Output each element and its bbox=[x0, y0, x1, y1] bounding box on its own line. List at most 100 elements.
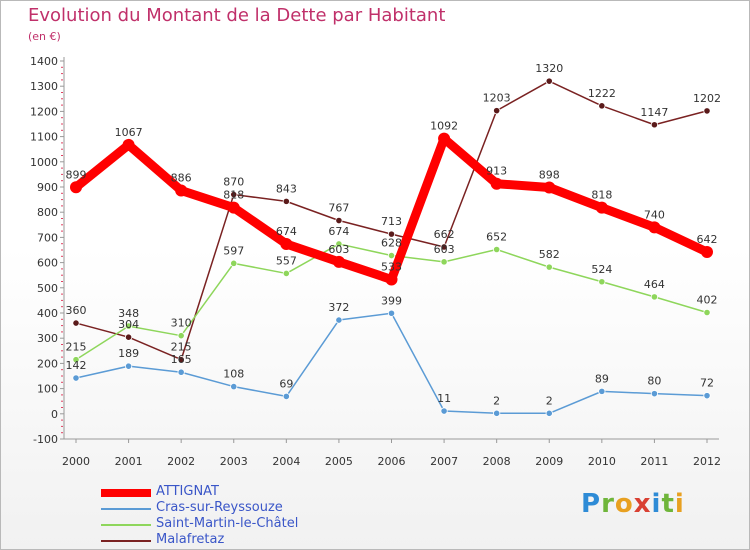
data-label: 399 bbox=[381, 294, 402, 307]
x-tick-label: 2000 bbox=[62, 455, 90, 468]
x-tick-label: 2012 bbox=[693, 455, 721, 468]
data-point bbox=[124, 362, 133, 370]
data-point bbox=[650, 121, 659, 129]
data-label: 818 bbox=[591, 189, 612, 202]
data-label: 674 bbox=[328, 225, 349, 238]
data-label: 11 bbox=[437, 392, 451, 405]
x-tick-label: 2001 bbox=[115, 455, 143, 468]
y-tick-label: 1200 bbox=[30, 105, 58, 118]
data-label: 1320 bbox=[535, 62, 563, 75]
data-label: 642 bbox=[697, 233, 718, 246]
y-tick-label: 400 bbox=[37, 307, 58, 320]
data-point bbox=[703, 107, 711, 115]
data-point bbox=[598, 278, 606, 286]
data-label: 69 bbox=[279, 377, 293, 390]
legend-swatch bbox=[101, 489, 151, 497]
data-point bbox=[648, 221, 661, 234]
data-point bbox=[177, 356, 185, 364]
x-tick-label: 2003 bbox=[220, 455, 248, 468]
data-label: 89 bbox=[595, 372, 609, 385]
data-point bbox=[490, 177, 503, 190]
data-point bbox=[230, 382, 238, 391]
data-label: 1147 bbox=[640, 106, 668, 119]
data-point bbox=[545, 409, 553, 417]
data-label: 304 bbox=[118, 318, 139, 331]
data-label: 1092 bbox=[430, 120, 458, 133]
y-tick-label: 600 bbox=[37, 257, 58, 270]
data-point bbox=[650, 293, 659, 301]
data-label: 2 bbox=[493, 394, 500, 407]
data-point bbox=[493, 245, 501, 254]
data-label: 713 bbox=[381, 215, 402, 228]
data-label: 899 bbox=[66, 168, 87, 181]
data-point bbox=[335, 316, 343, 324]
legend-swatch bbox=[101, 524, 151, 526]
data-point bbox=[387, 230, 396, 238]
data-point bbox=[545, 77, 553, 85]
data-point bbox=[650, 390, 659, 398]
data-point bbox=[282, 269, 290, 278]
y-tick-label: 500 bbox=[37, 282, 58, 295]
data-label: 524 bbox=[591, 263, 612, 276]
data-label: 142 bbox=[66, 359, 87, 372]
data-label: 886 bbox=[171, 172, 192, 185]
data-point bbox=[493, 409, 501, 417]
data-label: 582 bbox=[539, 248, 560, 261]
legend-swatch bbox=[101, 508, 151, 510]
data-point bbox=[124, 322, 133, 330]
data-label: 80 bbox=[647, 375, 661, 388]
legend-label: Cras-sur-Reyssouze bbox=[156, 500, 283, 515]
y-tick-label: 1100 bbox=[30, 131, 58, 144]
data-point bbox=[703, 308, 711, 317]
data-point bbox=[282, 392, 290, 401]
data-point bbox=[598, 387, 606, 395]
data-label: 740 bbox=[644, 208, 665, 221]
data-point bbox=[335, 216, 343, 225]
chart-unit-label: (en €) bbox=[28, 30, 61, 43]
x-tick-label: 2011 bbox=[640, 455, 668, 468]
data-point bbox=[385, 273, 398, 286]
data-label: 402 bbox=[697, 293, 718, 306]
data-label: 108 bbox=[223, 368, 244, 381]
data-point bbox=[387, 251, 396, 260]
data-label: 843 bbox=[276, 182, 297, 195]
data-point bbox=[282, 197, 290, 205]
data-label: 348 bbox=[118, 307, 139, 320]
data-point bbox=[701, 246, 713, 259]
data-label: 215 bbox=[66, 341, 87, 354]
y-tick-label: 900 bbox=[37, 181, 58, 194]
chart-title: Evolution du Montant de la Dette par Hab… bbox=[28, 5, 446, 26]
data-point bbox=[335, 240, 343, 248]
data-point bbox=[545, 263, 553, 271]
legend-swatch bbox=[101, 540, 151, 542]
data-point bbox=[387, 309, 396, 317]
data-label: 674 bbox=[276, 225, 297, 238]
data-point bbox=[595, 201, 608, 214]
y-tick-label: 1300 bbox=[30, 80, 58, 93]
data-label: 662 bbox=[434, 228, 455, 241]
data-label: 603 bbox=[328, 243, 349, 256]
data-label: 72 bbox=[700, 377, 714, 390]
data-label: 2 bbox=[546, 394, 553, 407]
data-point bbox=[280, 237, 293, 250]
data-label: 189 bbox=[118, 347, 139, 360]
data-point bbox=[227, 201, 240, 214]
data-label: 372 bbox=[328, 301, 349, 314]
x-tick-label: 2005 bbox=[325, 455, 353, 468]
data-label: 1203 bbox=[483, 92, 511, 105]
data-label: 310 bbox=[171, 317, 192, 330]
data-point bbox=[177, 332, 185, 340]
data-point bbox=[72, 319, 80, 327]
data-point bbox=[332, 255, 345, 268]
data-point bbox=[70, 181, 82, 194]
data-point bbox=[124, 333, 133, 341]
data-point bbox=[440, 407, 448, 415]
data-label: 1202 bbox=[693, 92, 721, 105]
data-label: 870 bbox=[223, 176, 244, 189]
y-tick-label: 300 bbox=[37, 332, 58, 345]
data-label: 818 bbox=[223, 189, 244, 202]
data-point bbox=[72, 356, 80, 364]
x-tick-label: 2004 bbox=[272, 455, 300, 468]
legend-label: ATTIGNAT bbox=[156, 484, 219, 499]
x-tick-label: 2009 bbox=[535, 455, 563, 468]
